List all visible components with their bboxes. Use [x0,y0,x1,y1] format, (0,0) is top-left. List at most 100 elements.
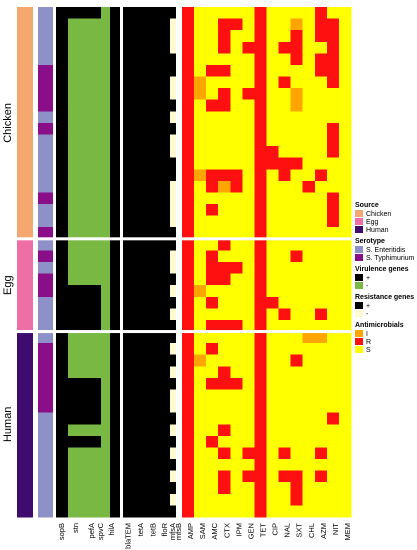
resistance-cell [123,343,134,356]
virulence-cell-stn-pefA [68,273,84,286]
antimicrobial-cell [290,111,304,124]
virulence-cell-hilA [110,53,120,66]
serotype-cell [38,505,53,518]
virulence-cell-hilA [110,238,120,251]
antimicrobial-cell [278,180,291,193]
antimicrobial-cell [326,180,340,193]
resistance-cell [170,215,176,228]
antimicrobial-cell [230,134,243,147]
antimicrobial-cell [206,459,219,471]
antimicrobial-cell [218,88,231,101]
antimicrobial-cell [218,204,231,216]
antimicrobial-cell [314,180,328,193]
antimicrobial-cell [206,204,219,216]
antimicrobial-cell [218,470,231,483]
antimicrobial-cell [194,308,207,321]
legend-swatch [355,210,363,217]
virulence-cell-pefA [84,343,101,356]
resistance-cell [159,435,170,448]
virulence-cell-stn-pefA [68,146,84,158]
antimicrobial-cell [254,331,267,344]
antimicrobial-cell [290,169,304,182]
resistance-cell [170,493,176,506]
antimicrobial-cell [290,447,304,460]
antimicrobial-cell [218,64,231,77]
resistance-cell [159,99,170,112]
resistance-cell [134,447,148,460]
antimicrobial-cell [182,227,195,240]
antimicrobial-cell [314,204,328,216]
antimicrobial-cell [314,412,328,425]
antimicrobial-cell [338,146,352,158]
antimicrobial-cell [326,424,340,437]
antimicrobial-cell [278,64,291,77]
virulence-cell-spvC [101,273,110,286]
block-gap [176,7,182,517]
column-label: NAL [283,523,292,538]
resistance-cell [123,424,134,437]
virulence-cell-stn-pefA [68,470,84,483]
source-cell [17,250,33,263]
resistance-cell [159,389,170,402]
resistance-cell [170,435,176,448]
antimicrobial-cell [302,122,316,135]
antimicrobial-cell [338,262,352,274]
resistance-cell [170,331,176,344]
resistance-cell [148,204,159,216]
virulence-cell-hilA [110,470,120,483]
virulence-cell-sopB [56,285,68,298]
group-separator [17,237,351,241]
antimicrobial-cell [338,435,352,448]
antimicrobial-cell [266,319,279,332]
virulence-cell-sopB [56,215,68,228]
antimicrobial-cell [290,505,304,518]
virulence-cell-sopB [56,319,68,332]
virulence-cell-spvC [101,343,110,356]
antimicrobial-cell [242,273,255,286]
antimicrobial-cell [278,366,291,379]
legend-swatch [355,274,363,281]
resistance-cell [159,30,170,43]
antimicrobial-cell [302,424,316,437]
antimicrobial-cell [242,18,255,31]
resistance-cell [134,192,148,205]
antimicrobial-cell [254,296,267,309]
column-label: hilA [107,523,116,536]
antimicrobial-cell [254,412,267,425]
legend-swatch [355,346,363,353]
antimicrobial-cell [182,215,195,228]
resistance-cell [123,377,134,390]
resistance-cell [123,76,134,89]
source-cell [17,470,33,483]
resistance-cell [159,285,170,298]
antimicrobial-cell [326,250,340,263]
antimicrobial-cell [266,111,279,124]
antimicrobial-cell [314,482,328,495]
legend-title: Antimicrobials [355,322,404,329]
virulence-cell-stn-pefA [68,53,84,66]
source-cell [17,377,33,390]
source-cell [17,401,33,413]
source-cell [17,64,33,77]
antimicrobial-cell [290,18,304,31]
source-cell [17,169,33,182]
antimicrobial-cell [230,53,243,66]
antimicrobial-cell [206,99,219,112]
resistance-cell [134,7,148,19]
antimicrobial-cell [242,482,255,495]
virulence-cell-sopB [56,18,68,31]
resistance-cell [148,412,159,425]
antimicrobial-cell [254,470,267,483]
antimicrobial-cell [182,76,195,89]
block-gap [33,7,38,517]
virulence-cell-stn-pefA [68,192,84,205]
virulence-cell-hilA [110,412,120,425]
antimicrobial-cell [326,18,340,31]
resistance-cell [148,459,159,471]
resistance-cell [123,215,134,228]
antimicrobial-cell [302,285,316,298]
antimicrobial-cell [266,273,279,286]
antimicrobial-cell [194,76,207,89]
antimicrobial-cell [206,343,219,356]
resistance-cell [148,482,159,495]
